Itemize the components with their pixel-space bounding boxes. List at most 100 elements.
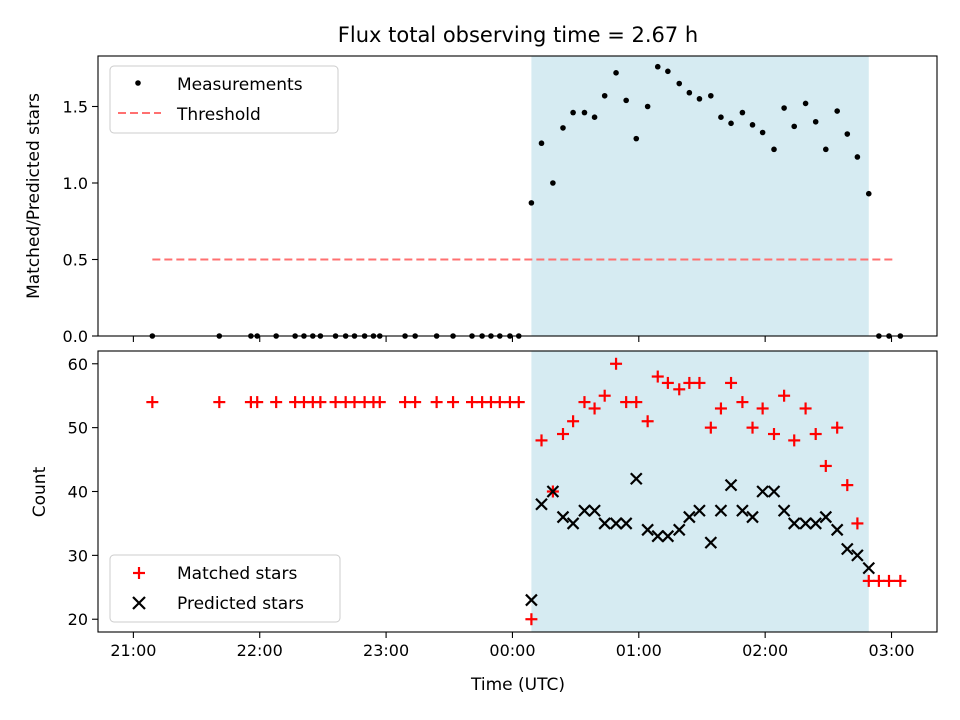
matched-star-point bbox=[894, 574, 907, 587]
matched-star-point bbox=[756, 402, 769, 415]
predicted-star-point bbox=[598, 517, 611, 530]
x-tick-label: 02:00 bbox=[742, 641, 788, 660]
predicted-star-point bbox=[588, 504, 601, 517]
measurement-point bbox=[834, 108, 840, 114]
predicted-star-point bbox=[841, 542, 854, 556]
matched-star-point bbox=[409, 396, 422, 409]
predicted-star-point bbox=[683, 510, 696, 524]
measurement-point bbox=[644, 103, 651, 110]
matched-star-point bbox=[746, 421, 759, 434]
predicted-star-point bbox=[546, 485, 560, 498]
count-panel: 20 30 40 50 60 21:00 22:00 23:00 00:00 01:00 02:0… bbox=[30, 350, 938, 695]
figure-title: Flux total observing time = 2.67 h bbox=[338, 23, 698, 47]
measurement-point bbox=[708, 92, 714, 99]
matched-star-point bbox=[525, 613, 538, 626]
matched-star-point bbox=[373, 396, 386, 409]
ratio-panel-shaded-interval bbox=[531, 56, 869, 336]
predicted-star-point bbox=[525, 593, 538, 607]
y-tick-label: 30 bbox=[68, 546, 88, 565]
measurement-point bbox=[865, 190, 872, 197]
legend-predicted-marker bbox=[132, 596, 146, 610]
x-tick-label: 01:00 bbox=[616, 641, 662, 660]
predicted-star-point bbox=[756, 485, 769, 498]
measurement-point bbox=[781, 105, 787, 111]
predicted-star-point bbox=[651, 529, 665, 543]
matched-star-point bbox=[683, 376, 696, 389]
measurement-point bbox=[591, 114, 598, 121]
x-tick-label: 21:00 bbox=[110, 641, 156, 660]
legend-matched-marker bbox=[133, 567, 145, 579]
matched-star-point bbox=[831, 421, 844, 434]
matched-star-point bbox=[466, 396, 479, 409]
matched-star-point bbox=[630, 396, 643, 409]
y-tick-label: 0.5 bbox=[63, 250, 88, 269]
legend-threshold-label: Threshold bbox=[176, 105, 261, 125]
count-panel-legend-box bbox=[109, 554, 341, 623]
matched-star-point bbox=[736, 396, 749, 409]
legend-predicted-label: Predicted stars bbox=[177, 594, 304, 614]
measurement-point bbox=[749, 122, 756, 128]
measurement-point bbox=[633, 135, 640, 142]
matched-star-point bbox=[512, 396, 525, 409]
matched-star-point bbox=[714, 402, 727, 415]
predicted-star-point bbox=[672, 523, 686, 537]
matched-star-point bbox=[598, 389, 611, 402]
predicted-star-point bbox=[819, 510, 833, 524]
matched-star-point bbox=[872, 574, 885, 587]
matched-star-point bbox=[851, 517, 864, 530]
predicted-star-point bbox=[704, 536, 718, 549]
measurement-point bbox=[570, 109, 576, 116]
matched-star-point bbox=[329, 396, 342, 409]
measurement-point bbox=[686, 89, 693, 96]
measurement-point bbox=[550, 180, 556, 186]
ratio-panel-frame bbox=[97, 55, 938, 337]
measurement-point bbox=[581, 109, 588, 116]
predicted-star-point bbox=[799, 517, 812, 530]
legend-measurements-marker bbox=[135, 80, 141, 86]
matched-star-point bbox=[588, 402, 601, 415]
matched-star-point bbox=[535, 434, 548, 447]
matched-star-point bbox=[251, 396, 264, 409]
matched-star-point bbox=[270, 396, 283, 409]
measurement-point bbox=[771, 146, 777, 153]
matched-star-point bbox=[799, 402, 812, 415]
measurement-point bbox=[854, 154, 861, 160]
x-tick-label: 00:00 bbox=[489, 641, 535, 660]
count-panel-y-axis-label: Count bbox=[30, 466, 50, 517]
x-axis-label: Time (UTC) bbox=[470, 675, 565, 695]
matched-star-point bbox=[430, 396, 443, 409]
predicted-star-point bbox=[862, 561, 876, 575]
matched-star-point bbox=[661, 376, 674, 389]
predicted-star-point bbox=[609, 517, 623, 530]
predicted-star-point bbox=[851, 549, 864, 562]
matched-star-point bbox=[348, 396, 361, 409]
measurement-point bbox=[718, 114, 724, 121]
ratio-panel: 0.0 0.5 1.0 1.5 Matched/Predicted stars Mea… bbox=[24, 55, 938, 346]
y-tick-label: 1.5 bbox=[63, 97, 88, 116]
predicted-star-point bbox=[724, 478, 738, 492]
ratio-panel-legend-box bbox=[109, 65, 339, 134]
matched-star-point bbox=[314, 396, 327, 409]
predicted-star-point bbox=[619, 517, 633, 530]
predicted-star-point bbox=[578, 504, 591, 517]
predicted-star-point bbox=[556, 510, 570, 524]
matched-star-point bbox=[651, 370, 664, 383]
matched-star-point bbox=[213, 396, 226, 409]
measurement-point bbox=[739, 109, 746, 116]
measurement-point bbox=[728, 120, 734, 127]
predicted-star-point bbox=[535, 497, 548, 511]
x-tick-label: 23:00 bbox=[363, 641, 409, 660]
measurement-point bbox=[538, 140, 545, 147]
matched-star-point bbox=[641, 415, 654, 428]
matched-star-point bbox=[493, 396, 506, 409]
matched-star-point bbox=[725, 376, 738, 389]
measurement-point bbox=[528, 200, 535, 206]
matched-star-point bbox=[704, 421, 717, 434]
count-panel-shaded-interval bbox=[531, 351, 869, 632]
matched-star-point bbox=[673, 383, 686, 396]
predicted-star-point bbox=[767, 485, 781, 498]
legend-measurements-label: Measurements bbox=[177, 75, 303, 95]
measurement-point bbox=[613, 70, 619, 76]
measurement-point bbox=[601, 92, 608, 99]
matched-star-point bbox=[819, 459, 832, 472]
